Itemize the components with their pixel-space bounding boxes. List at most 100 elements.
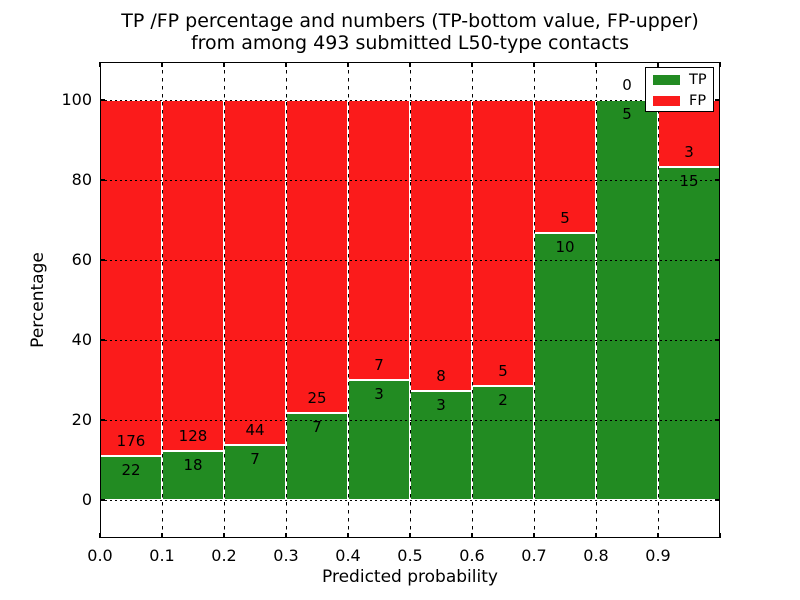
bar-count-label-fp: 5 (560, 209, 570, 228)
bar-segment-fp (286, 100, 348, 413)
x-axis-label: Predicted probability (322, 567, 498, 587)
x-tick-mark (595, 62, 597, 67)
y-tick-label: 40 (71, 330, 92, 350)
x-tick-label: 0.9 (645, 546, 671, 565)
x-tick-label: 0.2 (211, 546, 237, 565)
y-tick-label: 80 (71, 170, 92, 190)
bar-segment-fp (100, 100, 162, 456)
x-tick-label: 0.5 (397, 546, 423, 565)
x-tick-mark (471, 533, 473, 538)
x-tick-label: 0.0 (87, 546, 113, 565)
x-tick-mark (347, 533, 349, 538)
bar-segment-fp (410, 100, 472, 391)
legend-swatch-tp (653, 74, 680, 85)
bar-count-label-tp: 15 (679, 171, 699, 190)
gridline-horizontal (100, 99, 720, 101)
x-tick-mark (719, 533, 721, 538)
x-tick-label: 0.1 (149, 546, 175, 565)
bar-segment-fp (162, 100, 224, 451)
y-tick-mark (100, 99, 105, 101)
y-tick-label: 100 (61, 90, 92, 110)
gridline-vertical (347, 62, 349, 538)
y-tick-mark (100, 179, 105, 181)
x-tick-mark (285, 62, 287, 67)
gridline-vertical (223, 62, 225, 538)
y-tick-label: 60 (71, 250, 92, 270)
bar-count-label-fp: 0 (622, 76, 632, 94)
bar-segment-tp (596, 100, 658, 500)
bar-count-label-tp: 2 (498, 390, 508, 409)
x-tick-mark (595, 533, 597, 538)
bar-segment-fp (472, 100, 534, 386)
y-tick-mark (715, 179, 720, 181)
x-tick-label: 0.3 (273, 546, 299, 565)
gridline-vertical (657, 62, 659, 538)
bar-count-label-fp: 3 (684, 142, 694, 161)
x-tick-mark (99, 533, 101, 538)
bar-count-label-fp: 5 (498, 361, 508, 380)
y-tick-label: 0 (81, 490, 92, 510)
y-tick-mark (100, 419, 105, 421)
bar-count-label-fp: 44 (245, 421, 265, 440)
x-tick-mark (533, 533, 535, 538)
legend: TP FP (645, 67, 714, 112)
bar-segment-fp (224, 100, 286, 446)
bar-count-label-fp: 8 (436, 366, 446, 385)
gridline-horizontal (100, 179, 720, 181)
bar-segment-tp (658, 166, 720, 500)
gridline-vertical (471, 62, 473, 538)
bar-count-label-tp: 7 (250, 450, 260, 469)
x-tick-mark (657, 62, 659, 67)
x-tick-label: 0.6 (459, 546, 485, 565)
gridline-vertical (285, 62, 287, 538)
bar-count-label-tp: 22 (121, 460, 141, 479)
x-tick-mark (161, 533, 163, 538)
chart-title: TP /FP percentage and numbers (TP-bottom… (100, 10, 720, 54)
bar-segment-tp (348, 380, 410, 500)
bar-segment-tp (472, 385, 534, 500)
bar-count-label-tp: 3 (374, 385, 384, 403)
bar-segment-tp (410, 390, 472, 500)
bar-segment-fp (348, 100, 410, 380)
legend-item-fp: FP (646, 91, 713, 110)
bar-segment-fp (534, 100, 596, 234)
bar-count-label-fp: 128 (178, 426, 208, 445)
y-tick-mark (715, 99, 720, 101)
plot-area: TP FP 176 22 128 18 44 7 25 7 7 3 8 3 5 2 5 10 0 5 3 15 (99, 62, 721, 538)
y-tick-mark (100, 259, 105, 261)
chart-title-line1: TP /FP percentage and numbers (TP-bottom… (121, 10, 699, 32)
bar-count-label-tp: 10 (555, 238, 575, 257)
x-tick-mark (409, 533, 411, 538)
y-tick-mark (715, 499, 720, 501)
y-tick-mark (715, 259, 720, 261)
x-tick-mark (409, 62, 411, 67)
x-tick-mark (657, 533, 659, 538)
x-tick-mark (533, 62, 535, 67)
bar-segment-tp (162, 450, 224, 500)
y-tick-mark (715, 339, 720, 341)
x-tick-mark (223, 533, 225, 538)
gridline-horizontal (100, 259, 720, 261)
x-tick-mark (347, 62, 349, 67)
chart-title-line2: from among 493 submitted L50-type contac… (190, 32, 630, 54)
gridline-vertical (533, 62, 535, 538)
y-tick-mark (100, 499, 105, 501)
x-tick-label: 0.8 (583, 546, 609, 565)
x-tick-mark (719, 62, 721, 67)
x-tick-label: 0.7 (521, 546, 547, 565)
y-tick-label: 20 (71, 410, 92, 430)
bar-count-label-fp: 176 (116, 431, 146, 450)
legend-item-tp: TP (646, 70, 713, 89)
x-tick-mark (471, 62, 473, 67)
gridline-horizontal (100, 339, 720, 341)
y-tick-mark (100, 339, 105, 341)
bar-count-label-tp: 7 (312, 417, 322, 436)
gridline-horizontal (100, 499, 720, 501)
bar-count-label-tp: 3 (436, 395, 446, 414)
gridline-vertical (409, 62, 411, 538)
gridline-horizontal (100, 419, 720, 421)
x-tick-mark (285, 533, 287, 538)
bar-segment-tp (534, 233, 596, 500)
bar-count-label-fp: 7 (374, 356, 384, 374)
